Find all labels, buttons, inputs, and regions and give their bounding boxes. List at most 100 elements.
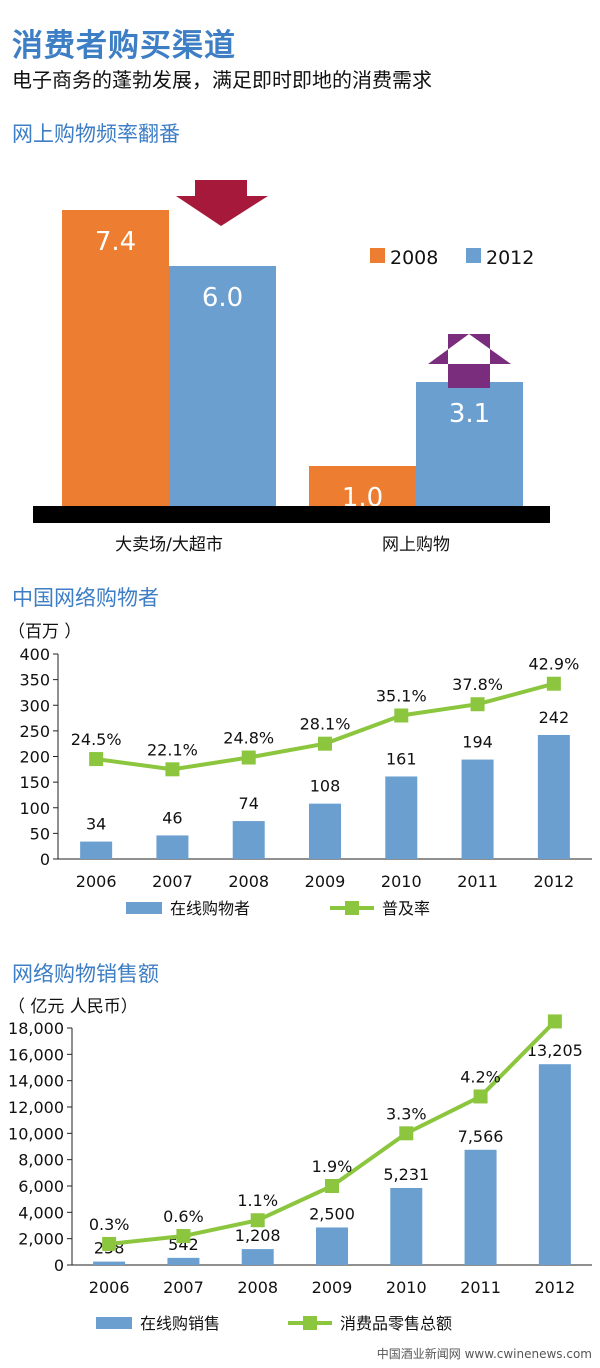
y-tick-label: 150	[19, 773, 50, 792]
bar-value-label: 161	[386, 749, 417, 768]
chart3-title: 网络购物销售额	[12, 962, 159, 986]
legend-swatch-2012	[466, 248, 481, 263]
line-marker	[241, 750, 256, 765]
bar-value-label: 542	[168, 1235, 199, 1254]
line-marker	[399, 1126, 414, 1141]
legend-bar-swatch	[126, 902, 162, 914]
chart3-unit: （ 亿元 人民币）	[8, 997, 138, 1017]
category-label: 大卖场/大超市	[115, 535, 223, 555]
x-tick-label: 2010	[386, 1278, 427, 1297]
line-value-label: 1.1%	[237, 1191, 278, 1210]
legend-bar-swatch	[96, 1317, 132, 1329]
page-title: 消费者购买渠道	[12, 28, 236, 64]
bar-2008	[241, 1249, 274, 1265]
bar-value-label: 13,205	[527, 1041, 583, 1060]
y-tick-label: 0	[40, 850, 50, 869]
y-tick-label: 14,000	[8, 1072, 64, 1091]
y-tick-label: 10,000	[8, 1124, 64, 1143]
line-marker	[470, 697, 485, 712]
line-value-label: 28.1%	[300, 715, 351, 734]
bar-value-label: 1,208	[235, 1226, 281, 1245]
y-tick-label: 350	[19, 671, 50, 690]
sales-chart: 0 2,000 4,000 6,000 8,000 10,000 12,000 14,000 1…	[8, 1014, 592, 1333]
line-value-label: 22.1%	[147, 740, 198, 759]
bar-2011	[464, 1149, 497, 1265]
bar-2012-0	[169, 266, 276, 506]
x-axis-bar	[33, 506, 550, 523]
bar-value-label: 108	[310, 777, 341, 796]
bar-2008-0	[62, 210, 169, 506]
page-subtitle: 电子商务的蓬勃发展，满足即时即地的消费需求	[12, 68, 432, 92]
line-marker	[250, 1213, 265, 1228]
x-tick-label: 2007	[152, 872, 193, 891]
bar-value-label: 7,566	[458, 1127, 504, 1146]
line-value-label: 1.9%	[312, 1157, 353, 1176]
line-marker	[473, 1089, 488, 1104]
chart1-title: 网上购物频率翻番	[12, 122, 180, 146]
legend-line-marker	[303, 1316, 317, 1330]
bar-2007	[167, 1257, 200, 1265]
bar-value-label: 242	[539, 708, 570, 727]
bar-value-label: 6.0	[202, 283, 243, 313]
line-marker	[325, 1179, 339, 1193]
y-tick-label: 250	[19, 722, 50, 741]
line-value-label: 0.3%	[89, 1215, 130, 1234]
shoppers-chart: 0 50 100 150 200 250 300 350 400 34 46 74 108 161 194 2…	[19, 645, 592, 918]
bar-2008-1	[309, 466, 416, 506]
line-value-label: 37.8%	[452, 675, 503, 694]
up-arrow-icon	[428, 334, 511, 388]
y-tick-label: 300	[19, 696, 50, 715]
x-tick-label: 2012	[534, 1278, 575, 1297]
y-tick-label: 6,000	[18, 1177, 64, 1196]
bar-2007	[156, 835, 189, 859]
down-arrow-icon	[176, 180, 268, 226]
bar-value-label: 7.4	[95, 227, 136, 257]
bar-2009	[309, 803, 341, 859]
bar-2012	[538, 1064, 571, 1265]
watermark: 中国酒业新闻网 www.cwinenews.com	[376, 1347, 592, 1361]
bar-2008	[232, 821, 265, 859]
bar-2011	[461, 759, 494, 859]
bar-2010	[385, 776, 418, 859]
bar-2006	[80, 841, 113, 859]
y-tick-label: 400	[19, 645, 50, 664]
legend-bar-label: 在线购销售	[140, 1314, 220, 1333]
x-tick-label: 2009	[312, 1278, 353, 1297]
bar-value-label: 34	[86, 815, 106, 834]
bar-2006	[93, 1261, 126, 1265]
bar-2012	[537, 734, 570, 859]
line-marker	[176, 1229, 191, 1244]
bar-2012-1	[416, 382, 523, 506]
y-tick-label: 100	[19, 799, 50, 818]
legend-bar-label: 在线购物者	[170, 899, 250, 918]
bar-2009	[316, 1227, 348, 1265]
legend-label: 2012	[486, 247, 534, 269]
line-marker	[546, 676, 561, 691]
bar-2010	[390, 1187, 423, 1265]
chart2-unit: （百万 ）	[8, 622, 82, 642]
line-value-label: 24.8%	[223, 729, 274, 748]
y-tick-label: 200	[19, 748, 50, 767]
legend-line-marker	[345, 901, 359, 915]
x-tick-label: 2007	[163, 1278, 204, 1297]
x-tick-label: 2006	[89, 1278, 130, 1297]
bar-value-label: 74	[239, 794, 259, 813]
legend-label: 2008	[390, 247, 438, 269]
bar-value-label: 46	[162, 808, 182, 827]
x-tick-label: 2008	[228, 872, 269, 891]
bar-value-label: 3.1	[449, 399, 490, 429]
x-tick-label: 2011	[460, 1278, 501, 1297]
y-tick-label: 4,000	[18, 1203, 64, 1222]
x-tick-label: 2006	[76, 872, 117, 891]
legend-line-label: 消费品零售总额	[340, 1314, 452, 1333]
line-value-label: 4.2%	[460, 1067, 501, 1086]
y-tick-label: 16,000	[8, 1045, 64, 1064]
line-value-label: 35.1%	[376, 687, 427, 706]
y-tick-label: 8,000	[18, 1151, 64, 1170]
line-marker	[547, 1014, 562, 1029]
line-value-label: 24.5%	[71, 730, 122, 749]
line-marker	[102, 1236, 117, 1251]
line-value-label: 0.6%	[163, 1207, 204, 1226]
line-value-label: 3.3%	[386, 1104, 427, 1123]
